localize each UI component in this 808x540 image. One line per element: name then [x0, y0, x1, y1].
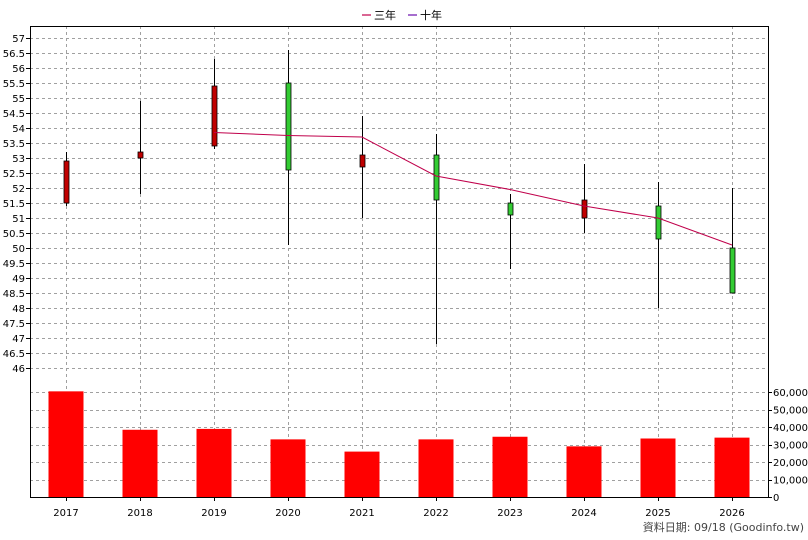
volume-bar	[566, 446, 602, 497]
price-tick-label: 53.5	[3, 139, 25, 150]
line-three-year	[213, 132, 733, 246]
volume-bar	[48, 391, 84, 497]
price-tick-label: 50	[12, 244, 25, 255]
candle-body	[137, 151, 144, 159]
price-tick-label: 49	[12, 274, 25, 285]
price-tick-label: 46.5	[3, 349, 25, 360]
volume-bar	[270, 439, 306, 497]
candle	[507, 194, 514, 269]
x-tick-label: 2018	[127, 508, 152, 519]
volume-tick-label: 0	[773, 493, 779, 504]
x-tick-label: 2026	[719, 508, 744, 519]
price-tick-label: 51.5	[3, 199, 25, 210]
volume-tick-label: 20,000	[773, 458, 808, 469]
price-tick-label: 46	[12, 364, 25, 375]
legend-label-1: 三年	[374, 8, 396, 22]
candle-body	[729, 247, 736, 294]
candle	[433, 134, 440, 344]
candle-body	[433, 154, 440, 201]
price-tick-label: 54.5	[3, 109, 25, 120]
line-series	[213, 132, 733, 246]
volume-bar	[492, 436, 528, 497]
candle-body	[63, 160, 70, 204]
credit-text: 資料日期: 09/18 (Goodinfo.tw)	[643, 520, 804, 534]
candle-body	[655, 205, 662, 240]
price-tick-label: 48.5	[3, 289, 25, 300]
candle	[581, 164, 588, 233]
candle-body	[581, 199, 588, 219]
price-tick-label: 55.5	[3, 79, 25, 90]
plot-frame	[30, 26, 769, 498]
legend: 三年 十年	[362, 8, 442, 22]
volume-bars	[48, 391, 750, 497]
volume-bar	[418, 439, 454, 497]
candle-body	[507, 202, 514, 216]
price-tick-label: 51	[12, 214, 25, 225]
candle-body	[285, 82, 292, 171]
x-tick-label: 2022	[423, 508, 448, 519]
x-tick-label: 2021	[349, 508, 374, 519]
price-tick-label: 56	[12, 64, 25, 75]
volume-bar	[344, 451, 380, 497]
volume-tick-label: 40,000	[773, 423, 808, 434]
volume-bar	[122, 429, 158, 497]
x-tick-label: 2017	[53, 508, 78, 519]
candle	[63, 152, 70, 206]
candle	[655, 182, 662, 308]
candle	[729, 188, 736, 294]
volume-tick-label: 60,000	[773, 388, 808, 399]
plot-frames	[30, 26, 769, 498]
price-tick-label: 54	[12, 124, 25, 135]
volume-bar	[714, 437, 750, 497]
candle	[137, 101, 144, 194]
x-axis: 2017 2018 2019 2020 2021 2022 2023 2024 2025 2026	[53, 497, 745, 519]
volume-tick-label: 10,000	[773, 476, 808, 487]
price-tick-label: 47.5	[3, 319, 25, 330]
price-tick-label: 50.5	[3, 229, 25, 240]
price-tick-label: 55	[12, 94, 25, 105]
price-tick-label: 53	[12, 154, 25, 165]
price-tick-label: 57	[12, 34, 25, 45]
volume-tick-label: 50,000	[773, 406, 808, 417]
candle-body	[211, 85, 218, 147]
price-tick-label: 52	[12, 184, 25, 195]
volume-tick-label: 30,000	[773, 441, 808, 452]
volume-bar	[196, 428, 232, 497]
volume-axis: 0 10,000 20,000 30,000 40,000 50,000 60,000	[768, 388, 808, 504]
price-tick-label: 52.5	[3, 169, 25, 180]
x-tick-label: 2019	[201, 508, 226, 519]
candle	[359, 116, 366, 218]
price-tick-label: 49.5	[3, 259, 25, 270]
x-tick-label: 2024	[571, 508, 596, 519]
candle-body	[359, 154, 366, 168]
volume-bar	[640, 438, 676, 497]
legend-label-2: 十年	[420, 8, 442, 22]
candle	[211, 59, 218, 149]
price-tick-label: 56.5	[3, 49, 25, 60]
x-tick-label: 2020	[275, 508, 300, 519]
price-tick-label: 47	[12, 334, 25, 345]
price-axis: 46 46.5 47 47.5 48 48.5 49 49.5 50 50.5 51 51.5 52 52…	[3, 34, 30, 375]
price-grid	[30, 26, 768, 380]
x-tick-label: 2023	[497, 508, 522, 519]
price-tick-label: 48	[12, 304, 25, 315]
candles	[63, 50, 736, 344]
x-tick-label: 2025	[645, 508, 670, 519]
candle	[285, 50, 292, 245]
